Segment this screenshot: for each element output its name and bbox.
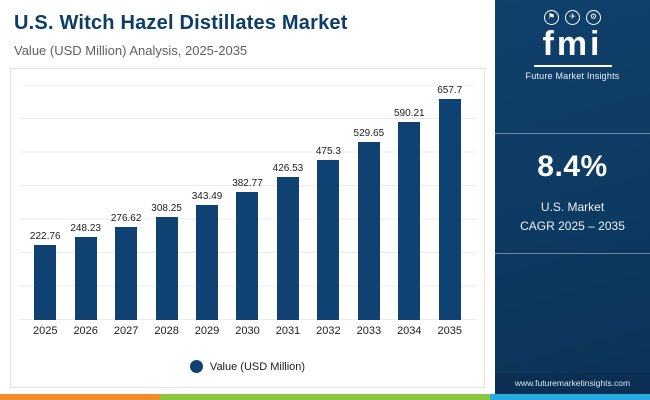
x-axis: 2025 2026 2027 2028 2029 2030 2031 2032 2033 2034… [19, 325, 476, 337]
bar-group: 382.77 [227, 85, 267, 320]
bar-group: 426.53 [268, 85, 308, 320]
bar[interactable] [115, 227, 138, 320]
cagr-label-line2: CAGR 2025 – 2035 [520, 218, 625, 233]
bar-group: 343.49 [187, 85, 227, 320]
bar-value-label: 222.76 [29, 231, 61, 243]
x-axis-label: 2030 [235, 325, 260, 337]
x-axis-label: 2025 [32, 325, 58, 337]
logo-text: fmi [542, 25, 603, 63]
bar[interactable] [398, 121, 421, 320]
logo-icons: ⚑ ✈ ⚙ [526, 10, 620, 25]
bar-value-label: 308.25 [151, 202, 182, 214]
gear-icon: ⚙ [586, 10, 601, 25]
x-axis-label: 2028 [154, 325, 179, 337]
fmi-logo: ⚑ ✈ ⚙ fmi Future Market Insights [526, 10, 620, 81]
bottom-stripe [0, 394, 650, 400]
bar-value-label: 657.7 [437, 85, 463, 97]
page-subtitle: Value (USD Million) Analysis, 2025-2035 [14, 43, 248, 58]
plane-icon: ✈ [565, 10, 580, 25]
bar-value-label: 590.21 [394, 107, 425, 119]
website-link[interactable]: www.futuremarketinsights.com [495, 373, 650, 394]
bar[interactable] [155, 216, 178, 320]
bar-group: 529.65 [349, 85, 389, 320]
bar-value-label: 343.49 [191, 190, 223, 202]
bar-value-label: 276.62 [110, 213, 142, 225]
bar[interactable] [34, 245, 57, 320]
bar[interactable] [236, 191, 259, 320]
bar-group: 590.21 [389, 85, 429, 320]
brand-name: Future Market Insights [525, 71, 620, 81]
bar-plot: 222.76 248.23 276.62 308.25 343.49 382.77 426.… [19, 85, 476, 320]
logo-underline [533, 65, 612, 67]
bar-value-label: 529.65 [353, 128, 385, 140]
bar[interactable] [196, 204, 219, 320]
chart-section: U.S. Witch Hazel Distillates Market Valu… [0, 0, 495, 388]
x-axis-label: 2027 [113, 325, 139, 337]
bar[interactable] [74, 236, 97, 320]
cagr-label: U.S. Market CAGR 2025 – 2035 [503, 198, 642, 235]
bar[interactable] [438, 99, 461, 320]
stripe-green [160, 394, 490, 400]
x-axis-label: 2029 [194, 325, 220, 337]
legend-label: Value (USD Million) [209, 360, 306, 373]
brand-sidebar: ⚑ ✈ ⚙ fmi Future Market Insights 8.4% U.… [495, 0, 650, 394]
bar-group: 276.62 [106, 85, 146, 320]
bar-group: 222.76 [25, 85, 65, 320]
x-axis-label: 2034 [397, 325, 422, 337]
bar[interactable] [276, 176, 299, 320]
legend-marker-icon [189, 360, 203, 373]
cagr-value: 8.4% [537, 150, 608, 183]
bar[interactable] [317, 160, 340, 320]
x-axis-label: 2026 [73, 325, 98, 337]
cagr-block: 8.4% U.S. Market CAGR 2025 – 2035 [495, 133, 650, 255]
bar-chart: 222.76 248.23 276.62 308.25 343.49 382.77 426.… [10, 68, 485, 388]
x-axis-label: 2035 [437, 325, 462, 337]
cagr-label-line1: U.S. Market [540, 200, 605, 214]
bar[interactable] [357, 142, 380, 320]
bar-group: 475.3 [308, 85, 348, 320]
bar-group: 308.25 [146, 85, 186, 320]
header: U.S. Witch Hazel Distillates Market Valu… [0, 0, 495, 62]
bar-value-label: 248.23 [70, 222, 101, 234]
bar-group: 657.7 [430, 85, 470, 320]
flag-icon: ⚑ [544, 10, 559, 25]
x-axis-label: 2033 [356, 325, 382, 337]
x-axis-label: 2032 [316, 325, 341, 337]
x-axis-label: 2031 [275, 325, 301, 337]
stripe-orange [0, 394, 160, 400]
bar-value-label: 426.53 [272, 162, 304, 174]
chart-legend: Value (USD Million) [19, 350, 476, 381]
bar-value-label: 475.3 [315, 146, 341, 158]
bar-group: 248.23 [65, 85, 105, 320]
stripe-blue [490, 394, 650, 400]
bar-value-label: 382.77 [232, 177, 263, 189]
page-title: U.S. Witch Hazel Distillates Market [14, 12, 348, 34]
